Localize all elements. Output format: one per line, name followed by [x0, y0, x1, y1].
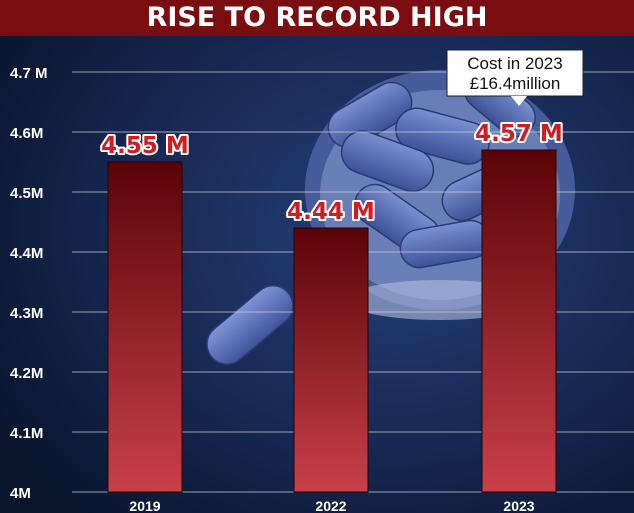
- annotation-box: [446, 49, 584, 97]
- x-tick-label-2019: 2019: [129, 498, 160, 513]
- annotation-line-0: Cost in 2023: [467, 54, 562, 73]
- pill-image: [206, 284, 294, 366]
- chart-title: RISE TO RECORD HIGH: [147, 2, 488, 33]
- title-band: [0, 0, 634, 36]
- y-tick-label-2: 4.5M: [10, 185, 43, 202]
- y-axis-ticks: 4.7 M 4.6M 4.5M 4.4M 4.3M 4.2M 4.1M 4M: [10, 65, 48, 502]
- bar-2023: [481, 149, 557, 493]
- value-label-2023: 4.57 M: [475, 121, 563, 147]
- x-tick-label-2023: 2023: [503, 498, 534, 513]
- x-tick-label-2022: 2022: [315, 498, 346, 513]
- annotation-line-1: £16.4million: [470, 74, 561, 93]
- y-tick-label-1: 4.6M: [10, 125, 43, 142]
- y-tick-label-4: 4.3M: [10, 305, 43, 322]
- bars: [107, 149, 557, 493]
- value-label-2022: 4.44 M: [287, 199, 375, 225]
- x-axis-ticks: 2019 2022 2023: [129, 498, 534, 513]
- y-tick-label-5: 4.2M: [10, 365, 43, 382]
- bar-2019: [107, 161, 183, 493]
- bar-2022: [293, 227, 369, 493]
- y-tick-label-7: 4M: [10, 485, 31, 502]
- y-tick-label-3: 4.4M: [10, 245, 43, 262]
- annotation-pointer: [511, 96, 527, 106]
- y-tick-label-0: 4.7 M: [10, 65, 48, 82]
- value-labels: 4.55 M 4.44 M 4.57 M: [99, 119, 565, 227]
- annotation: Cost in 2023£16.4million: [446, 49, 584, 106]
- y-tick-label-6: 4.1M: [10, 425, 43, 442]
- value-label-2019: 4.55 M: [101, 133, 189, 159]
